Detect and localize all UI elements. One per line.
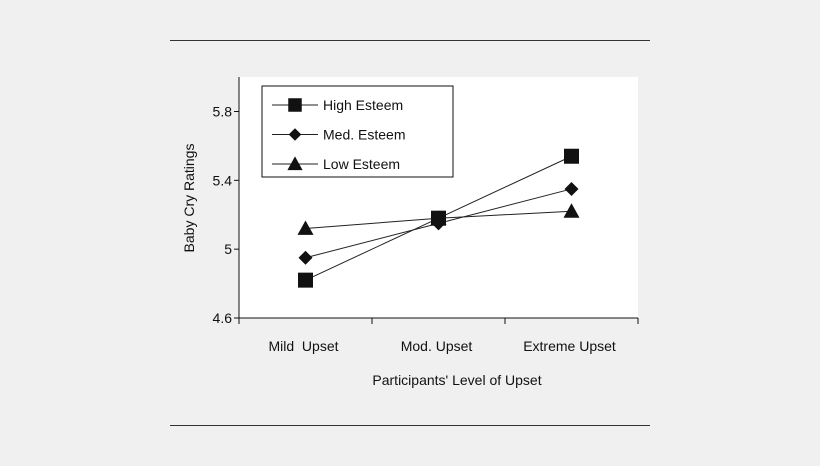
data-point-med-esteem [298,250,313,265]
top-rule [170,40,650,41]
legend-marker-high-esteem [288,98,302,112]
y-tick-label: 5.8 [213,104,233,120]
legend-marker-low-esteem [287,156,303,171]
y-tick-label: 5 [224,241,232,257]
data-point-high-esteem [298,272,313,288]
legend: High Esteem Med. Esteem Low Esteem [261,85,454,178]
data-point-med-esteem [564,181,579,196]
series-markers [297,148,580,288]
legend-label-high-esteem: High Esteem [323,97,403,113]
data-point-low-esteem [297,220,314,235]
x-tick-label: Extreme Upset [523,338,616,354]
y-tick-label: 5.4 [213,172,233,188]
bottom-rule [170,425,650,426]
y-tick-label: 4.6 [213,310,233,326]
data-point-high-esteem [564,148,579,164]
data-point-low-esteem [430,210,447,225]
x-tick-label: Mod. Upset [401,338,473,354]
x-tick-label: Mild Upset [268,338,338,354]
x-ticks: Mild Upset Mod. Upset Extreme Upset [238,318,639,354]
data-point-low-esteem [563,203,580,218]
legend-label-med-esteem: Med. Esteem [323,127,405,143]
y-ticks: 4.6 5 5.4 5.8 [213,104,239,326]
legend-marker-med-esteem [288,128,302,141]
y-axis-title: Baby Cry Ratings [181,144,197,253]
x-axis-title: Participants' Level of Upset [372,372,541,388]
legend-label-low-esteem: Low Esteem [323,156,400,172]
